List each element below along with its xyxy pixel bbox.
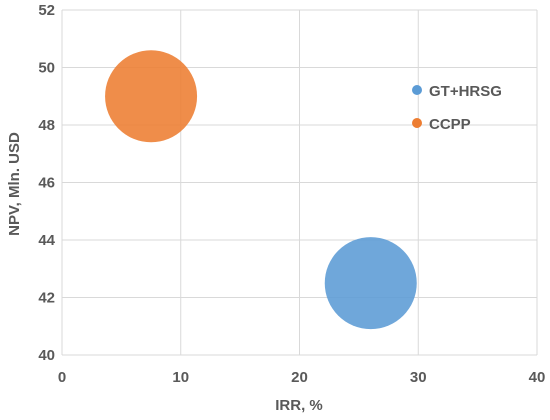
x-tick-label: 30 — [410, 369, 427, 386]
bubble-gt-hrsg — [324, 237, 417, 330]
legend-label: GT+HRSG — [429, 83, 502, 100]
y-tick-label: 40 — [38, 347, 55, 364]
y-tick-label: 48 — [38, 117, 55, 134]
x-tick-label: 10 — [172, 369, 189, 386]
y-tick-label: 50 — [38, 60, 55, 77]
legend: GT+HRSG CCPP — [412, 83, 502, 133]
axes: 0 10 20 30 40 40 42 44 46 48 50 52 — [38, 2, 545, 386]
x-axis-title: IRR, % — [275, 397, 323, 414]
y-tick-label: 46 — [38, 175, 55, 192]
bubble-ccpp — [105, 50, 198, 143]
legend-marker — [412, 118, 422, 128]
y-tick-label: 42 — [38, 290, 55, 307]
y-tick-label: 44 — [38, 232, 55, 249]
legend-marker — [412, 85, 422, 95]
x-tick-label: 0 — [58, 369, 66, 386]
y-tick-label: 52 — [38, 2, 55, 19]
legend-label: CCPP — [429, 116, 471, 133]
y-axis-title: NPV, Mln. USD — [6, 132, 23, 236]
x-tick-label: 20 — [291, 369, 308, 386]
bubbles — [105, 50, 417, 330]
x-tick-label: 40 — [529, 369, 546, 386]
